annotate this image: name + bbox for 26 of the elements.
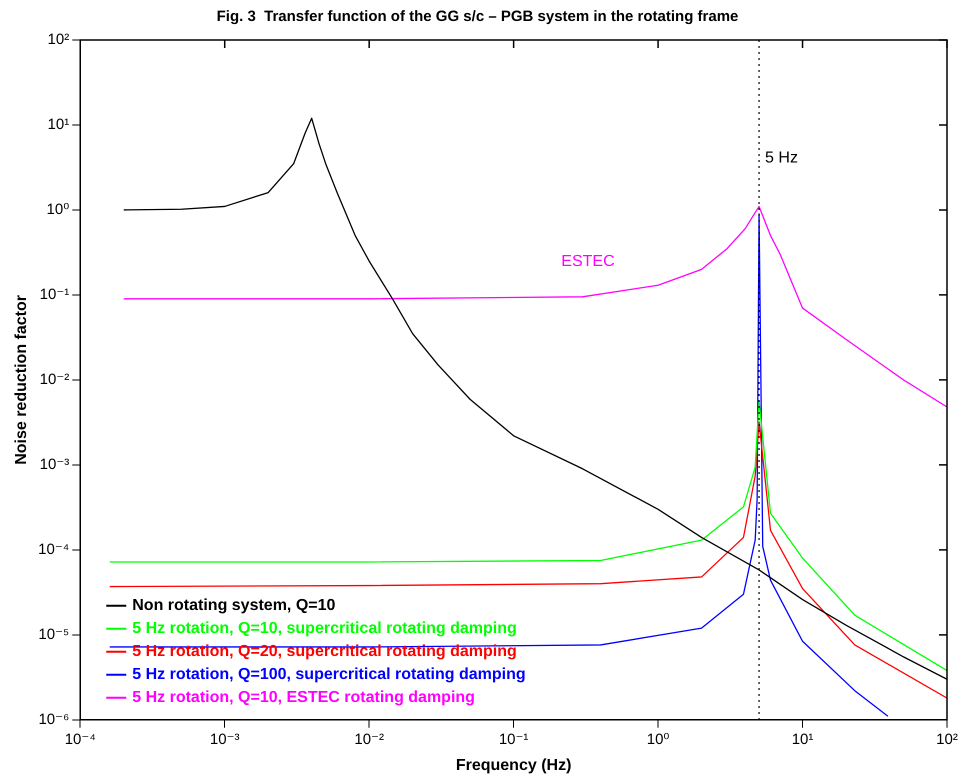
x-tick-label: 10¹ — [792, 730, 814, 748]
legend-label: Non rotating system, Q=10 — [132, 597, 336, 614]
y-tick-label: 10⁰ — [46, 201, 70, 218]
x-tick-label: 10⁻³ — [210, 730, 240, 748]
y-tick-label: 10⁻³ — [40, 456, 70, 474]
y-axis-title: Noise reduction factor — [13, 294, 30, 465]
x-tick-label: 10⁻² — [354, 730, 384, 748]
y-tick-label: 10⁻¹ — [40, 286, 70, 304]
x-tick-label: 10⁻⁴ — [64, 730, 96, 748]
x-axis-title: Frequency (Hz) — [456, 756, 572, 774]
y-tick-label: 10⁻² — [40, 371, 70, 388]
legend-label: 5 Hz rotation, Q=100, supercritical rotating damping — [132, 666, 526, 684]
legend-label: 5 Hz rotation, Q=20, supercritical rotating damping — [132, 643, 517, 660]
y-tick-label: 10¹ — [48, 116, 70, 134]
y-tick-label: 10⁻⁶ — [38, 710, 70, 728]
y-tick-label: 10⁻⁵ — [38, 626, 70, 643]
y-tick-label: 10⁻⁴ — [38, 540, 70, 558]
annotation: ESTEC — [561, 253, 615, 270]
legend-label: 5 Hz rotation, Q=10, supercritical rotating damping — [132, 620, 517, 638]
x-tick-label: 10² — [936, 730, 958, 748]
x-tick-label: 10⁻¹ — [498, 730, 528, 748]
chart-title: Fig. 3 Transfer function of the GG s/c – PGB system in the rotating frame — [216, 8, 738, 26]
ref-line-label: 5 Hz — [765, 149, 798, 166]
y-tick-label: 10² — [48, 31, 70, 48]
x-tick-label: 10⁰ — [646, 730, 670, 748]
legend-label: 5 Hz rotation, Q=10, ESTEC rotating damping — [132, 689, 475, 706]
